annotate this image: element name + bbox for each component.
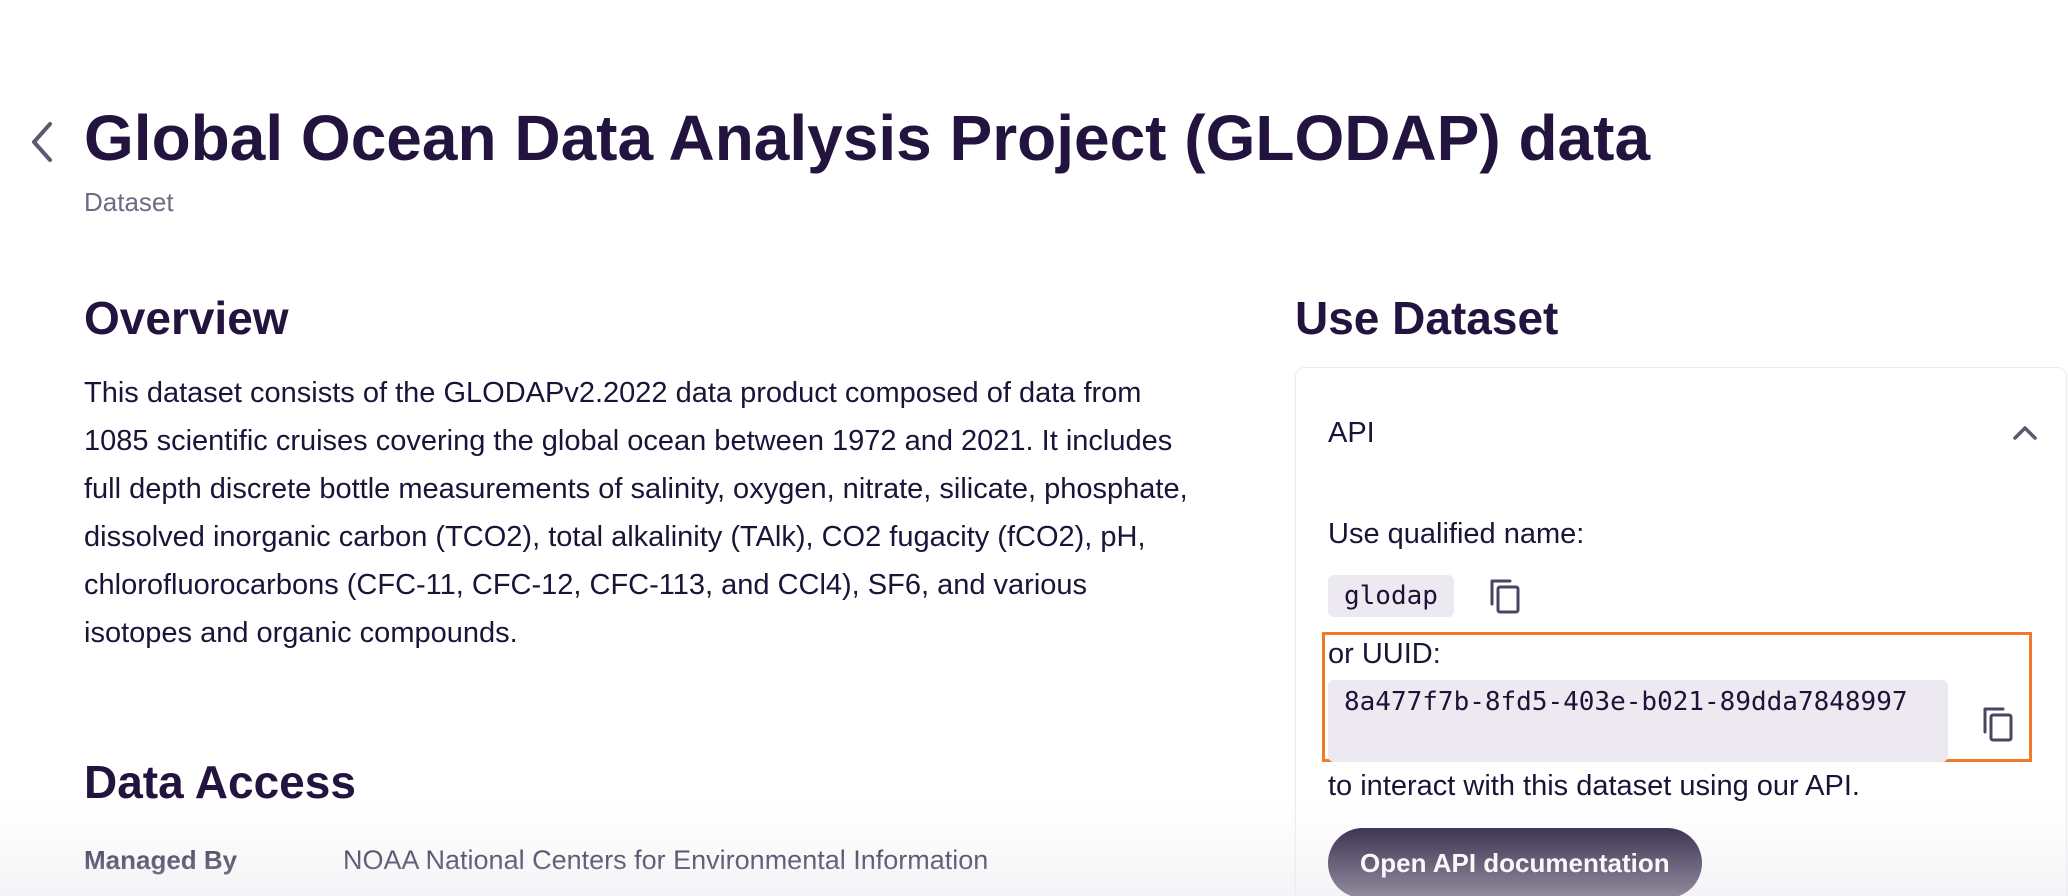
api-section-toggle[interactable]: API bbox=[1328, 408, 2038, 458]
managed-by-label: Managed By bbox=[84, 845, 238, 875]
api-section-label: API bbox=[1328, 416, 1375, 449]
overview-description: This dataset consists of the GLODAPv2.20… bbox=[84, 377, 1188, 649]
back-button[interactable] bbox=[22, 114, 62, 170]
managed-by-value: NOAA National Centers for Environmental … bbox=[343, 845, 989, 875]
page-subtitle: Dataset bbox=[84, 187, 174, 217]
chevron-left-icon bbox=[32, 122, 52, 162]
use-dataset-heading: Use Dataset bbox=[1295, 292, 1559, 344]
uuid-code: 8a477f7b-8fd5-403e-b021-89dda7848997 bbox=[1328, 680, 1948, 762]
api-note: to interact with this dataset using our … bbox=[1328, 770, 1860, 802]
qualified-name-label: Use qualified name: bbox=[1328, 518, 1585, 550]
qualified-name-code: glodap bbox=[1328, 575, 1454, 617]
api-card: API Use qualified name: glodap or UUID: … bbox=[1295, 367, 2067, 896]
copy-icon bbox=[1490, 579, 1520, 614]
copy-icon bbox=[1983, 707, 2013, 742]
data-access-heading: Data Access bbox=[84, 756, 356, 808]
overview-heading: Overview bbox=[84, 292, 289, 344]
uuid-label: or UUID: bbox=[1328, 638, 1441, 670]
page-title: Global Ocean Data Analysis Project (GLOD… bbox=[84, 102, 1651, 174]
open-api-documentation-button[interactable]: Open API documentation bbox=[1328, 828, 1702, 896]
copy-qualified-name-button[interactable] bbox=[1483, 574, 1527, 618]
chevron-up-icon bbox=[2013, 426, 2037, 440]
copy-uuid-button[interactable] bbox=[1976, 702, 2020, 746]
